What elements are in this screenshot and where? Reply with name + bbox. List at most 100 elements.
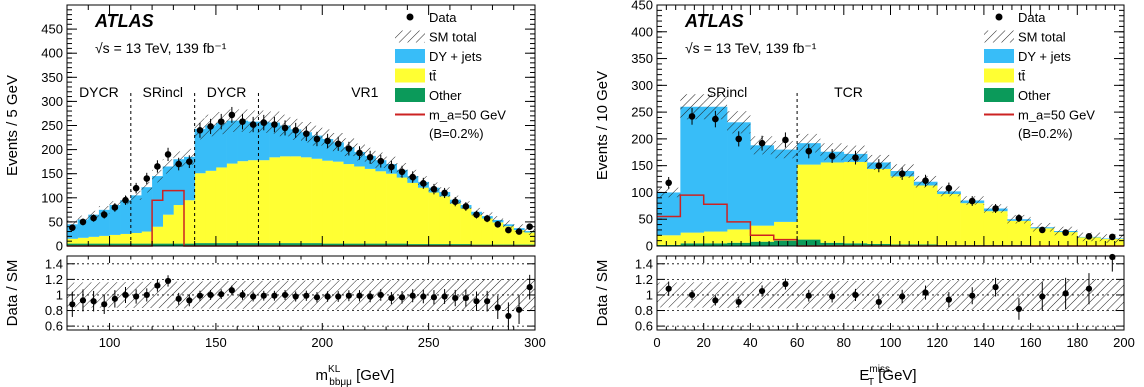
ratio-y-tick-label: 0.8 <box>635 303 653 318</box>
stack-bar-dyjets <box>88 214 100 237</box>
stack-bar-other <box>290 243 302 246</box>
ratio-y-tick-label: 0.6 <box>635 319 653 334</box>
y-tick-label: 200 <box>41 142 63 157</box>
ratio-point <box>852 291 859 299</box>
stack-bar-tt <box>657 235 681 245</box>
stack-bar-other <box>750 241 775 246</box>
stack-bar-tt <box>215 167 227 244</box>
data-point <box>688 113 696 120</box>
legend: Data SM total DY + jets tt̄ Other m_a=50 GeV (… <box>984 10 1095 141</box>
stack-bar-dyjets <box>258 121 270 161</box>
ratio-point <box>154 282 161 289</box>
y-axis-label: Events / 10 GeV <box>594 71 611 180</box>
energy-lumi-label: √s = 13 TeV, 139 fb⁻¹ <box>685 40 817 56</box>
stack-bar-dyjets <box>322 138 334 161</box>
x-tick-label: 20 <box>696 335 710 350</box>
stack-bar-dyjets <box>226 120 238 164</box>
ratio-point <box>313 294 321 301</box>
stack-bar-tt <box>141 231 153 244</box>
stack-bar-other <box>386 243 398 246</box>
data-point <box>324 137 331 145</box>
data-point <box>805 147 813 155</box>
data-point <box>852 154 859 161</box>
y-tick-label: 350 <box>631 51 653 66</box>
ratio-point <box>409 292 416 299</box>
legend-label-data: Data <box>1018 10 1046 25</box>
legend-dy-swatch <box>395 49 425 63</box>
ratio-point <box>367 293 374 300</box>
legend-label-dy: DY + jets <box>1018 49 1071 64</box>
stack-bar-other <box>418 244 429 246</box>
data-point <box>111 204 119 211</box>
x-tick-label: 60 <box>790 335 804 350</box>
ratio-point <box>260 292 267 299</box>
ratio-point <box>69 301 76 308</box>
x-axis-label: mKL bbμμ [GeV] <box>316 364 395 387</box>
ratio-point <box>782 280 789 288</box>
stack-bar-other <box>152 243 164 246</box>
ratio-point <box>324 293 331 300</box>
ratio-point <box>218 291 225 298</box>
stack-bar-tt <box>269 157 281 244</box>
stack-bar-tt <box>194 173 206 244</box>
data-point <box>1015 214 1023 222</box>
stack-bar-other <box>258 243 270 246</box>
stack-bar-dyjets <box>269 122 281 158</box>
energy-lumi-label: √s = 13 TeV, 139 fb⁻¹ <box>95 40 227 56</box>
ratio-point <box>345 292 352 299</box>
stack-bar-other <box>77 243 89 246</box>
stack-bar-tt <box>820 162 845 243</box>
stack-bar-other <box>396 243 408 246</box>
sm-uncertainty-band <box>141 181 153 193</box>
legend-label-tt: tt̄ <box>1018 69 1026 84</box>
y-tick-label: 150 <box>631 158 653 173</box>
stack-bar-other <box>120 243 132 246</box>
x-tick-label: 160 <box>1020 335 1042 350</box>
x-label-sub: T <box>868 377 874 387</box>
data-point <box>249 121 257 128</box>
stack-bar-tt <box>797 164 821 240</box>
y-tick-label: 450 <box>41 22 63 37</box>
sm-uncertainty-band <box>67 220 78 229</box>
stack-bar-other <box>797 239 821 246</box>
data-point <box>356 149 363 157</box>
stack-bar-tt <box>481 218 493 245</box>
stack-bar-dyjets <box>152 176 164 227</box>
stack-bar-other <box>98 243 110 246</box>
ratio-point <box>90 298 97 305</box>
sm-uncertainty-band <box>703 94 728 120</box>
ratio-y-tick-label: 1.4 <box>45 256 63 271</box>
stack-bar-tt <box>184 200 195 244</box>
ratio-point <box>122 291 129 299</box>
data-point <box>217 118 225 125</box>
data-point <box>303 130 310 137</box>
ratio-point <box>494 304 501 311</box>
stack-bar-other <box>332 243 344 246</box>
ratio-point <box>281 291 289 299</box>
stack-bar-other <box>141 243 153 246</box>
stack-bar-other <box>194 243 206 246</box>
y-tick-label: 150 <box>41 166 63 181</box>
stack-bar-tt <box>407 182 419 245</box>
ratio-point <box>1085 285 1093 292</box>
ratio-point <box>712 297 719 304</box>
data-point <box>420 180 427 187</box>
legend-label-br: (B=0.2%) <box>1018 126 1073 141</box>
data-point <box>292 127 299 134</box>
ratio-point <box>805 292 812 299</box>
x-label-sup: miss <box>869 364 890 375</box>
stack-bar-other <box>727 242 751 246</box>
stack-bar-other <box>364 243 376 246</box>
ratio-point <box>665 285 672 292</box>
x-label-sup: KL <box>328 364 341 375</box>
stack-bar-dyjets <box>109 205 121 235</box>
ratio-point <box>228 287 235 294</box>
stack-bar-tt <box>173 205 185 244</box>
stack-bar-tt <box>418 187 429 245</box>
legend-sm-swatch <box>984 30 1014 43</box>
legend-label-signal: m_a=50 GeV <box>1018 108 1095 123</box>
y-tick-label: 100 <box>41 190 63 205</box>
ratio-point <box>133 293 140 300</box>
stack-bar-tt <box>67 238 78 244</box>
stack-bar-dyjets <box>141 187 153 232</box>
